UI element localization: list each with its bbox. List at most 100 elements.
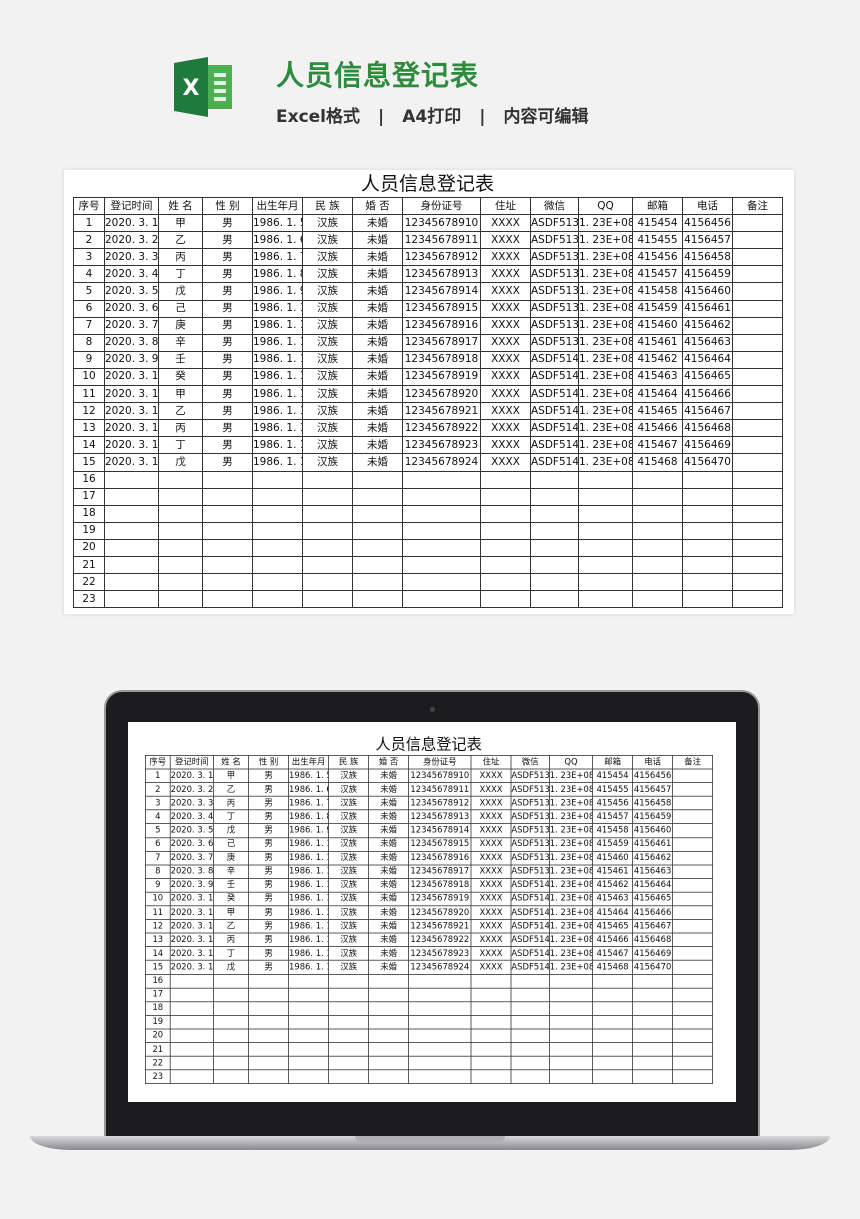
table-cell[interactable] <box>470 1069 512 1085</box>
table-cell[interactable] <box>252 470 303 489</box>
table-cell[interactable]: 未婚 <box>352 316 403 335</box>
table-cell[interactable] <box>578 538 633 557</box>
table-cell[interactable] <box>158 590 203 609</box>
table-cell[interactable]: 1. 23E+08 <box>578 419 633 438</box>
table-cell[interactable]: 汉族 <box>302 265 353 284</box>
table-cell[interactable] <box>368 1055 410 1071</box>
table-cell[interactable]: 乙 <box>212 919 250 934</box>
table-cell[interactable]: 未婚 <box>368 850 410 866</box>
table-cell[interactable] <box>732 470 783 489</box>
table-cell[interactable] <box>158 538 203 557</box>
table-cell[interactable] <box>408 987 472 1002</box>
table-cell[interactable] <box>480 590 531 609</box>
table-cell[interactable]: 12345678924 <box>402 453 481 472</box>
table-cell[interactable]: ASDF5133 <box>510 782 550 797</box>
table-cell[interactable]: 1986. 1. 17 <box>288 932 330 948</box>
table-cell[interactable]: XXXX <box>470 768 512 784</box>
table-cell[interactable]: 1986. 1. 13 <box>252 350 303 369</box>
table-cell[interactable] <box>480 504 531 523</box>
table-cell[interactable]: 甲 <box>158 385 203 404</box>
table-cell[interactable] <box>248 987 290 1002</box>
table-cell[interactable] <box>328 1042 370 1057</box>
table-cell[interactable]: 未婚 <box>368 905 410 920</box>
table-cell[interactable]: 1. 23E+08 <box>578 367 633 387</box>
table-cell[interactable]: 4156464 <box>682 350 733 369</box>
table-cell[interactable]: 1986. 1. 8 <box>252 265 303 284</box>
table-cell[interactable]: 4156468 <box>632 932 674 948</box>
table-cell[interactable]: 未婚 <box>368 878 410 893</box>
table-cell[interactable]: 14 <box>144 946 171 961</box>
table-cell[interactable]: 男 <box>248 850 290 866</box>
table-cell[interactable]: 415458 <box>632 282 683 301</box>
table-cell[interactable] <box>368 1014 410 1030</box>
table-cell[interactable]: 4 <box>73 265 105 284</box>
table-cell[interactable]: 1. 23E+08 <box>578 282 633 301</box>
table-cell[interactable]: 22 <box>73 573 105 592</box>
table-cell[interactable]: 3 <box>73 248 105 267</box>
table-cell[interactable]: 汉族 <box>328 864 370 879</box>
table-cell[interactable]: 丙 <box>212 796 250 811</box>
table-cell[interactable] <box>682 590 733 609</box>
table-cell[interactable] <box>408 1069 472 1085</box>
table-cell[interactable]: 庚 <box>212 850 250 866</box>
table-cell[interactable]: 12345678912 <box>402 248 481 267</box>
table-cell[interactable] <box>368 973 410 989</box>
table-cell[interactable]: 1986. 1. 16 <box>288 919 330 934</box>
table-cell[interactable]: 1. 23E+08 <box>578 453 633 472</box>
table-cell[interactable]: 2020. 3. 12 <box>169 919 214 934</box>
table-cell[interactable] <box>104 555 159 575</box>
table-cell[interactable]: 未婚 <box>368 932 410 948</box>
table-cell[interactable]: 4156464 <box>632 878 674 893</box>
table-cell[interactable] <box>169 973 214 989</box>
table-cell[interactable]: XXXX <box>470 837 512 852</box>
table-cell[interactable]: 4156466 <box>682 385 733 404</box>
table-cell[interactable] <box>632 1042 674 1057</box>
table-cell[interactable]: ASDF5145 <box>510 946 550 961</box>
table-cell[interactable]: 男 <box>248 960 290 975</box>
table-cell[interactable]: 18 <box>144 1001 171 1016</box>
table-cell[interactable]: XXXX <box>470 960 512 975</box>
table-cell[interactable]: 1. 23E+08 <box>549 823 593 838</box>
table-cell[interactable] <box>510 973 550 989</box>
table-cell[interactable] <box>480 573 531 592</box>
table-cell[interactable] <box>104 538 159 557</box>
table-cell[interactable]: 415466 <box>632 419 683 438</box>
table-cell[interactable]: 4156462 <box>632 850 674 866</box>
table-cell[interactable] <box>549 1028 593 1043</box>
table-cell[interactable] <box>732 538 783 557</box>
table-cell[interactable]: 16 <box>73 470 105 489</box>
table-cell[interactable] <box>288 1028 330 1043</box>
table-cell[interactable] <box>480 470 531 489</box>
table-cell[interactable]: 汉族 <box>328 796 370 811</box>
table-cell[interactable] <box>732 248 783 267</box>
table-cell[interactable]: 415466 <box>592 932 633 948</box>
table-cell[interactable]: 4156470 <box>632 960 674 975</box>
table-cell[interactable] <box>549 987 593 1002</box>
table-cell[interactable] <box>158 504 203 523</box>
table-cell[interactable] <box>248 1001 290 1016</box>
table-cell[interactable]: 2020. 3. 5 <box>169 823 214 838</box>
table-cell[interactable]: 23 <box>73 590 105 609</box>
table-cell[interactable]: 甲 <box>212 768 250 784</box>
table-cell[interactable]: 415464 <box>632 385 683 404</box>
table-cell[interactable]: 未婚 <box>368 796 410 811</box>
table-cell[interactable]: 9 <box>144 878 171 893</box>
table-cell[interactable]: 10 <box>144 891 171 907</box>
table-cell[interactable]: 汉族 <box>328 932 370 948</box>
table-cell[interactable]: 1986. 1. 16 <box>252 402 303 421</box>
table-cell[interactable]: XXXX <box>470 919 512 934</box>
table-cell[interactable] <box>352 504 403 523</box>
table-cell[interactable]: 1986. 1. 7 <box>288 796 330 811</box>
table-cell[interactable]: 汉族 <box>302 350 353 369</box>
table-cell[interactable] <box>732 402 783 421</box>
table-cell[interactable]: 壬 <box>158 350 203 369</box>
table-cell[interactable]: 7 <box>144 850 171 866</box>
table-cell[interactable]: 未婚 <box>368 891 410 907</box>
table-cell[interactable]: 1986. 1. 14 <box>288 891 330 907</box>
table-cell[interactable]: 丁 <box>212 809 250 825</box>
table-cell[interactable]: 12345678917 <box>402 333 481 352</box>
table-cell[interactable]: 415457 <box>632 265 683 284</box>
table-cell[interactable]: 1. 23E+08 <box>549 768 593 784</box>
table-cell[interactable] <box>510 1014 550 1030</box>
table-cell[interactable] <box>158 573 203 592</box>
